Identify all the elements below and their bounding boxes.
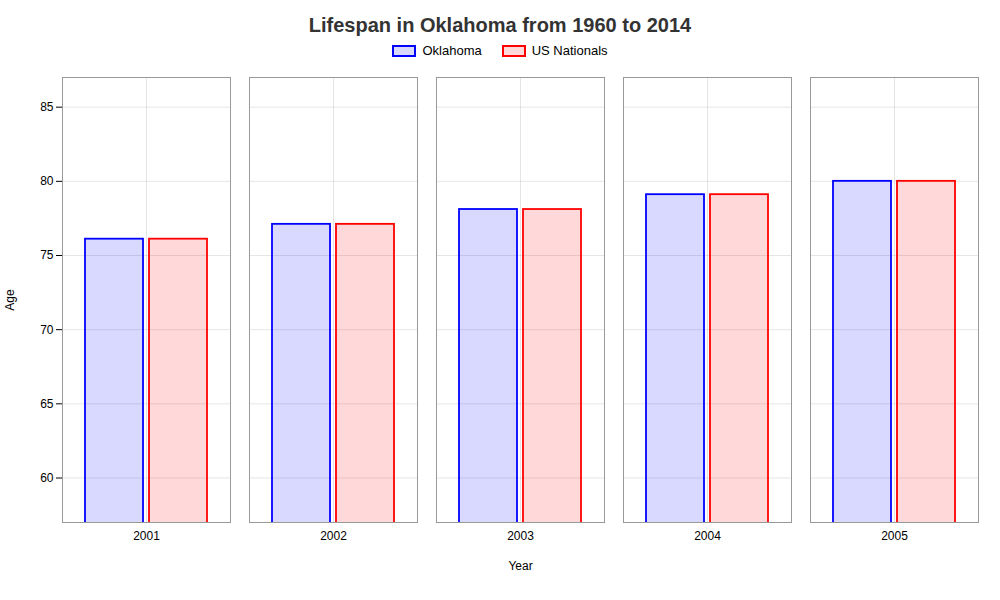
svg-text:Age: Age [3,289,17,311]
svg-text:70: 70 [40,323,54,337]
svg-text:2001: 2001 [133,529,160,543]
svg-text:75: 75 [40,248,54,262]
svg-text:85: 85 [40,100,54,114]
svg-text:80: 80 [40,174,54,188]
svg-text:Year: Year [508,559,532,573]
svg-text:2005: 2005 [881,529,908,543]
html-text:US Nationals: US Nationals [531,43,608,58]
svg-text:2002: 2002 [320,529,347,543]
svg-text:60: 60 [40,471,54,485]
html-text:Lifespan in Oklahoma from 1960: Lifespan in Oklahoma from 1960 to 2014 [308,14,692,36]
svg-text:2003: 2003 [507,529,534,543]
svg-text:65: 65 [40,397,54,411]
html-text:Oklahoma: Oklahoma [422,43,482,58]
svg-text:2004: 2004 [694,529,721,543]
